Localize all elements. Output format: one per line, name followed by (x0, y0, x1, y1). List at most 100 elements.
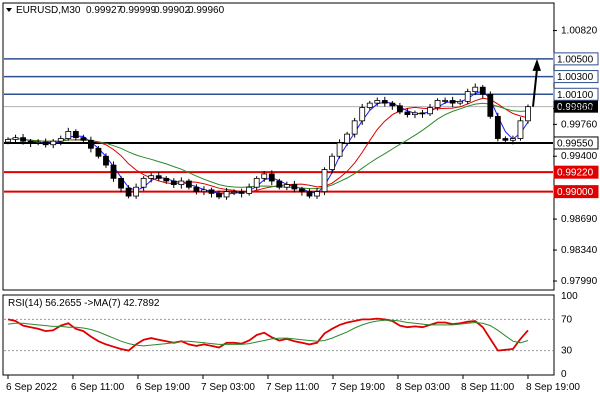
candle (464, 88, 471, 105)
candle (208, 187, 215, 198)
candle (434, 98, 441, 111)
price-axis[interactable]: 1.00820 0.99940 0.99760 0.99400 0.98690 0.983… (553, 26, 598, 287)
price-tick-label: 0.99760 (561, 119, 598, 130)
moving-average-line (7, 102, 529, 190)
high-price: 0.99999 (120, 5, 157, 16)
rsi-series-line (7, 317, 529, 352)
level-tag-box (553, 87, 599, 101)
candle (95, 146, 102, 159)
candle (276, 178, 283, 190)
candle (283, 181, 290, 191)
candle (502, 136, 509, 144)
candle (110, 161, 117, 182)
level-tag-label: 0.99220 (557, 168, 594, 179)
candle (35, 139, 42, 146)
candle (155, 172, 162, 181)
candle (65, 127, 72, 141)
candle (321, 167, 328, 196)
candle (253, 176, 260, 191)
candle (291, 180, 298, 193)
candle (133, 183, 140, 199)
level-tag-box (553, 165, 599, 179)
rsi-label: RSI(14) 56.2655 ->MA(7) 42.7892 (8, 298, 160, 309)
time-axis[interactable]: 6 Sep 2022 6 Sep 11:00 6 Sep 19:00 7 Sep 03… (6, 375, 580, 393)
level-tag-box (553, 52, 599, 66)
current-price-box (554, 100, 598, 113)
candle (5, 137, 11, 145)
time-tick-label: 7 Sep 19:00 (331, 382, 385, 393)
candle (306, 188, 313, 199)
candle (479, 84, 486, 99)
rsi-panel[interactable] (2, 294, 555, 376)
candle (201, 186, 207, 196)
low-price: 0.99902 (154, 5, 191, 16)
candle (170, 178, 177, 189)
rsi-tick-label: 70 (561, 314, 573, 325)
level-tag-label: 0.99550 (557, 138, 594, 149)
candle (396, 102, 403, 115)
candle (525, 104, 531, 124)
candle (336, 139, 343, 159)
time-tick-label: 8 Sep 03:00 (396, 382, 450, 393)
candle (193, 184, 200, 195)
price-tick-label: 0.98340 (561, 245, 598, 256)
candle (140, 176, 147, 191)
candle (27, 138, 34, 148)
candle (404, 108, 411, 118)
collapse-triangle-icon[interactable] (6, 8, 12, 12)
candle (381, 96, 388, 107)
candle (314, 188, 320, 199)
candle (472, 83, 479, 96)
candle (216, 190, 222, 200)
time-tick-label: 6 Sep 19:00 (136, 382, 190, 393)
level-price-tag: 0.99000 (553, 185, 599, 199)
time-tick-label: 6 Sep 2022 (6, 382, 58, 393)
level-tag-box (553, 136, 599, 150)
level-tag-label: 1.00300 (557, 72, 594, 83)
candle (510, 135, 516, 145)
candle (163, 176, 170, 184)
level-price-tag: 1.00300 (553, 70, 599, 84)
level-price-tag: 1.00500 (553, 52, 599, 66)
candle (389, 100, 396, 110)
candle (125, 185, 132, 199)
candle (268, 170, 275, 186)
level-tag-box (553, 70, 599, 84)
rsi-series-line (7, 319, 529, 347)
candle (12, 134, 19, 143)
rsi-tick-label: 0 (561, 369, 567, 380)
level-tag-label: 1.00100 (557, 90, 594, 101)
candle (329, 153, 335, 174)
time-tick-label: 8 Sep 11:00 (461, 382, 515, 393)
time-tick-label: 8 Sep 19:00 (526, 382, 580, 393)
level-price-tag: 0.99220 (553, 165, 599, 179)
candle (427, 103, 433, 116)
main-price-panel[interactable] (2, 2, 555, 291)
level-tag-label: 0.99000 (557, 187, 594, 198)
candle (178, 177, 185, 189)
candle (20, 134, 26, 145)
level-price-tag: 0.99550 (553, 136, 599, 150)
rsi-tick-label: 30 (561, 346, 573, 357)
price-tick-label: 1.00820 (561, 26, 598, 37)
level-tag-label: 1.00500 (557, 54, 594, 65)
price-tick-label: 0.99400 (561, 151, 598, 162)
level-tag-box (553, 185, 599, 199)
time-tick-label: 6 Sep 11:00 (71, 382, 125, 393)
candle (374, 97, 381, 106)
candle (359, 103, 366, 125)
moving-average-line (7, 90, 529, 195)
candle (57, 135, 64, 146)
candle (517, 117, 524, 141)
price-tick-label: 0.99940 (561, 103, 598, 114)
candle (118, 176, 124, 193)
symbol-header: EURUSD,M30 0.99927 0.99999 0.99902 0.999… (6, 5, 225, 16)
arrow-head-icon (532, 58, 541, 71)
candle (299, 186, 305, 196)
candle (494, 112, 501, 142)
candle (246, 183, 253, 196)
candle (457, 99, 464, 106)
level-price-tag: 1.00100 (553, 87, 599, 101)
candle (87, 136, 94, 153)
